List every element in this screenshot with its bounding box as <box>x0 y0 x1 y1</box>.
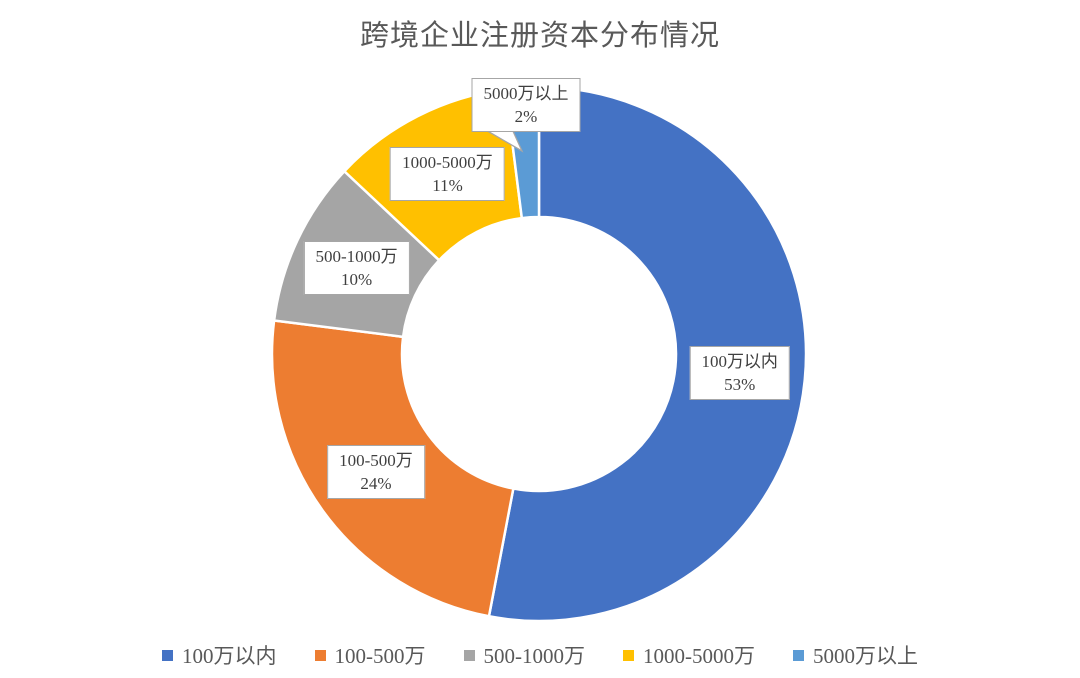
legend-swatch-icon <box>793 649 804 661</box>
chart-title: 跨境企业注册资本分布情况 <box>359 20 720 52</box>
legend-label: 5000万以上 <box>813 644 918 668</box>
pie-slice-100万以内 <box>487 85 808 623</box>
legend-swatch-icon <box>623 649 634 661</box>
pie-slice-100-500万 <box>270 319 515 618</box>
legend-label: 100-500万 <box>334 644 426 668</box>
legend-swatch-icon <box>162 649 173 661</box>
legend-label: 100万以内 <box>182 644 277 668</box>
legend-item-100万以内: 100万以内 <box>162 640 277 670</box>
legend-swatch-icon <box>314 649 326 661</box>
legend-item-5000万以上: 5000万以上 <box>793 640 918 670</box>
legend-item-500-1000万: 500-1000万 <box>463 640 586 670</box>
legend-item-100-500万: 100-500万 <box>314 640 426 670</box>
legend-label: 500-1000万 <box>483 644 586 668</box>
legend-swatch-icon <box>463 649 475 661</box>
legend: 100万以内 100-500万 500-1000万 1000-5000万 5000万以上 <box>0 640 1080 670</box>
legend-item-1000-5000万: 1000-5000万 <box>623 640 755 670</box>
legend-label: 1000-5000万 <box>643 644 755 668</box>
